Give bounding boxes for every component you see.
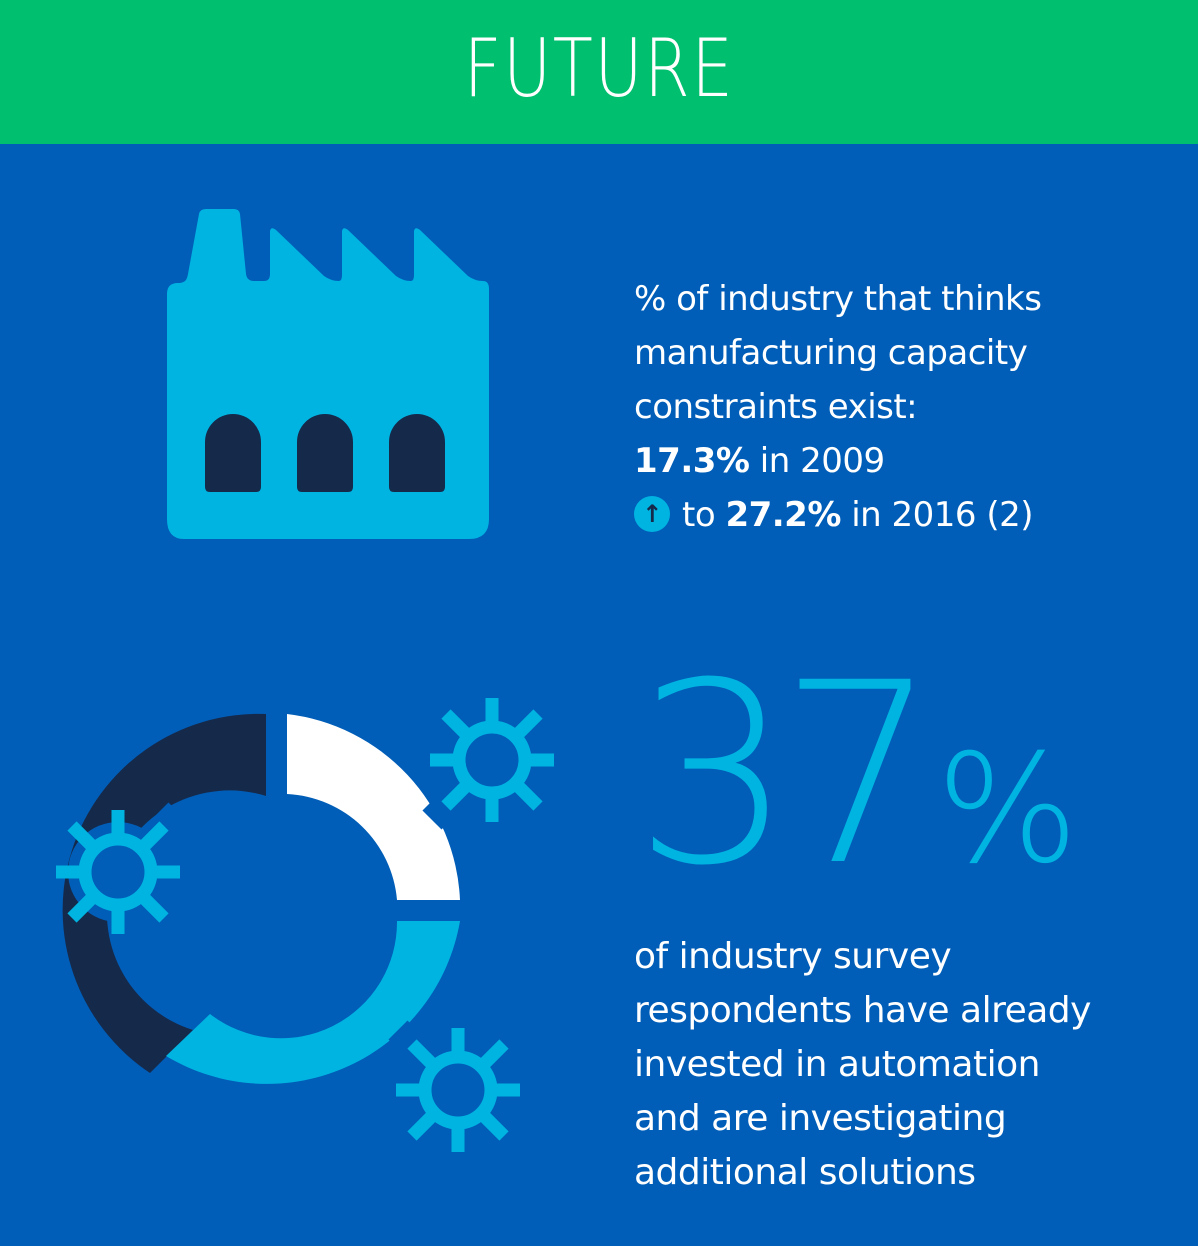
automation-line3: invested in automation	[634, 1044, 1040, 1085]
automation-line2: respondents have already	[634, 990, 1091, 1031]
big-number: 37	[634, 629, 938, 920]
arrow-up-icon: ↑	[634, 495, 670, 532]
value-2016: 27.2%	[725, 495, 841, 535]
capacity-stat-2016: ↑ to 27.2% in 2016 (2)	[634, 488, 1041, 542]
automation-percent: 37%	[634, 650, 1079, 900]
label-2009: in 2009	[749, 441, 885, 481]
automation-line1: of industry survey	[634, 936, 952, 977]
donut-gears-icon	[50, 680, 590, 1160]
automation-stat: of industry survey respondents have alre…	[634, 930, 1091, 1200]
capacity-stat: % of industry that thinks manufacturing …	[634, 272, 1042, 542]
capacity-stat-line1: % of industry that thinks	[634, 279, 1042, 319]
value-2009: 17.3%	[634, 441, 750, 481]
factory-icon	[167, 209, 489, 539]
automation-line4: and are investigating	[634, 1098, 1007, 1139]
to-label: to	[682, 495, 726, 535]
label-2016: in 2016 (2)	[840, 495, 1034, 535]
automation-line5: additional solutions	[634, 1152, 976, 1193]
big-percent: %	[936, 723, 1079, 897]
capacity-stat-line2: manufacturing capacity	[634, 333, 1028, 373]
header-banner: FUTURE	[0, 0, 1198, 144]
capacity-stat-2009: 17.3% in 2009	[634, 434, 1041, 488]
capacity-stat-line3: constraints exist:	[634, 387, 918, 427]
page-title: FUTURE	[463, 21, 735, 115]
